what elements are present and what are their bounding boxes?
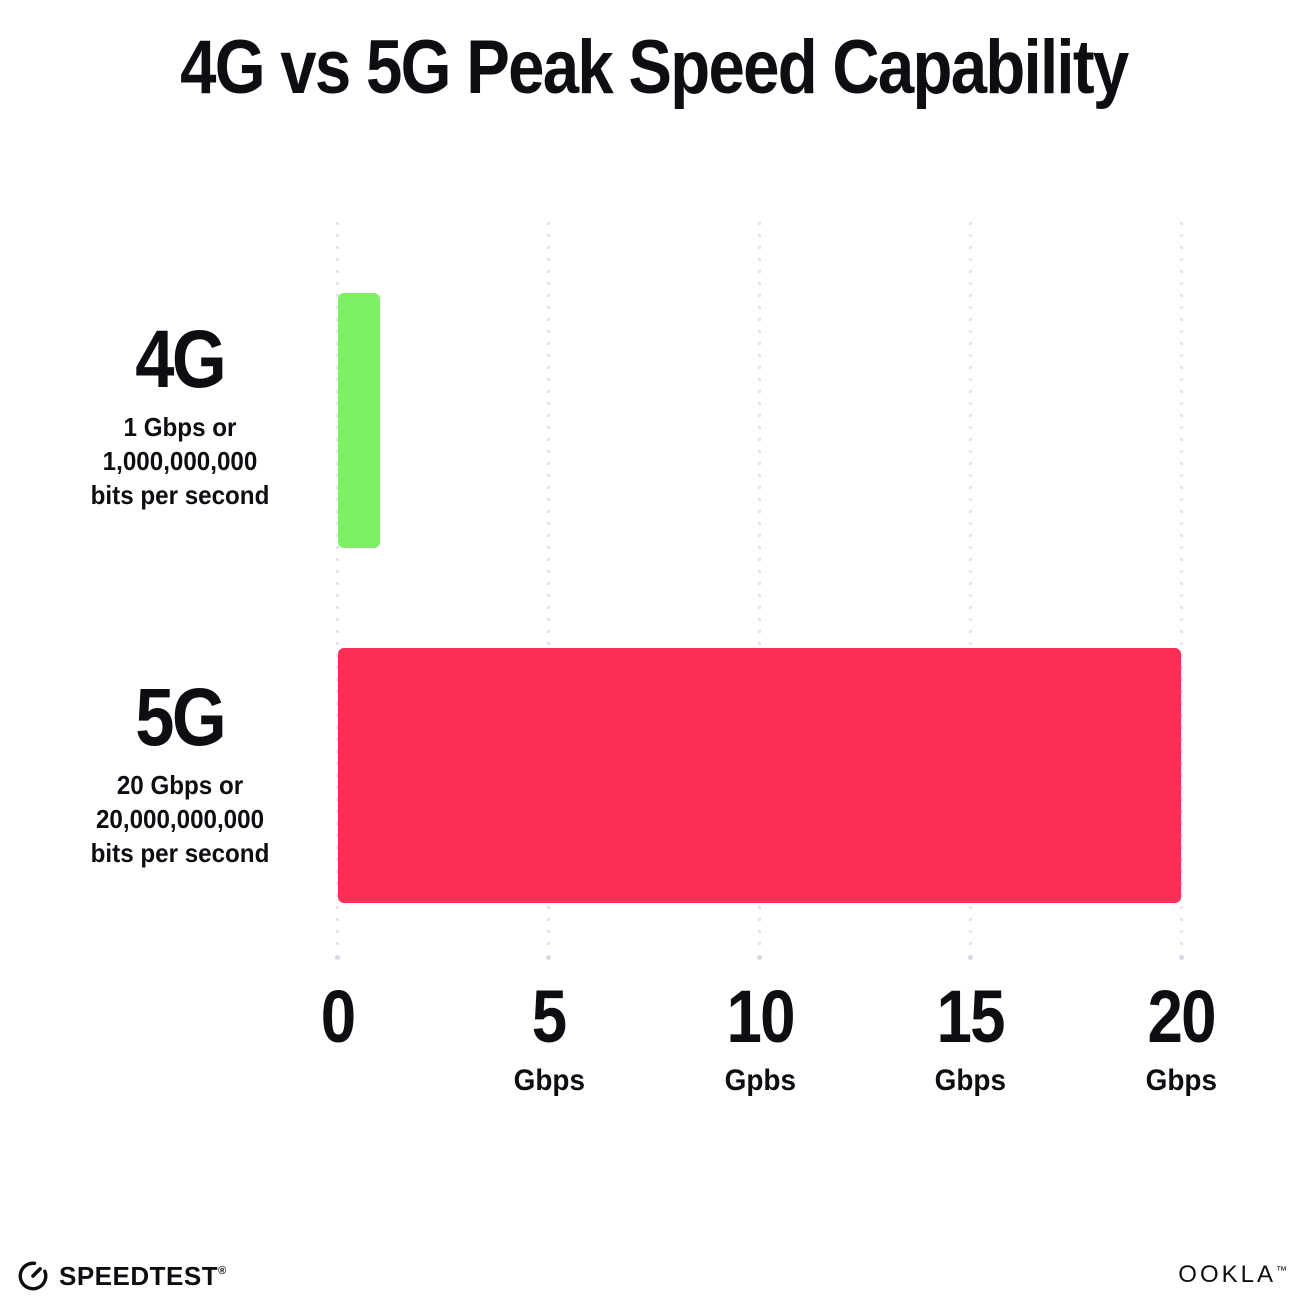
- annotation-5g: 20 Gbps or 20,000,000,000 bits per secon…: [90, 770, 270, 868]
- x-tick-20: 20 Gbps: [1145, 975, 1217, 1098]
- row-label-5g: 5G 20 Gbps or 20,000,000,000 bits per se…: [48, 676, 312, 870]
- gridline-15: [968, 222, 973, 960]
- speedtest-wordmark: SPEEDTEST®: [59, 1260, 227, 1291]
- x-tick-5: 5 Gbps: [513, 975, 585, 1098]
- gridline-0: [335, 222, 340, 960]
- trademark-mark: ™: [1276, 1265, 1290, 1277]
- x-tick-10: 10 Gpbs: [724, 975, 796, 1098]
- category-label-5g: 5G: [135, 672, 228, 763]
- x-tick-0: 0: [321, 975, 356, 1058]
- bar-5g: [338, 648, 1181, 903]
- ookla-logo: OOKLA™: [1178, 1261, 1290, 1289]
- annotation-4g: 1 Gbps or 1,000,000,000 bits per second: [90, 412, 270, 510]
- ookla-wordmark: OOKLA: [1178, 1261, 1276, 1288]
- gridline-5: [546, 222, 551, 960]
- category-label-4g: 4G: [135, 314, 228, 405]
- chart-title: 4G vs 5G Peak Speed Capability: [180, 25, 1129, 110]
- speedtest-logo: SPEEDTEST®: [16, 1259, 227, 1293]
- row-label-4g: 4G 1 Gbps or 1,000,000,000 bits per seco…: [48, 318, 312, 512]
- x-tick-15: 15 Gbps: [934, 975, 1006, 1098]
- gridline-10: [757, 222, 762, 960]
- gridline-20: [1179, 222, 1184, 960]
- speedtest-gauge-icon: [18, 1261, 48, 1291]
- registered-mark: ®: [218, 1264, 227, 1277]
- bar-4g: [338, 293, 380, 548]
